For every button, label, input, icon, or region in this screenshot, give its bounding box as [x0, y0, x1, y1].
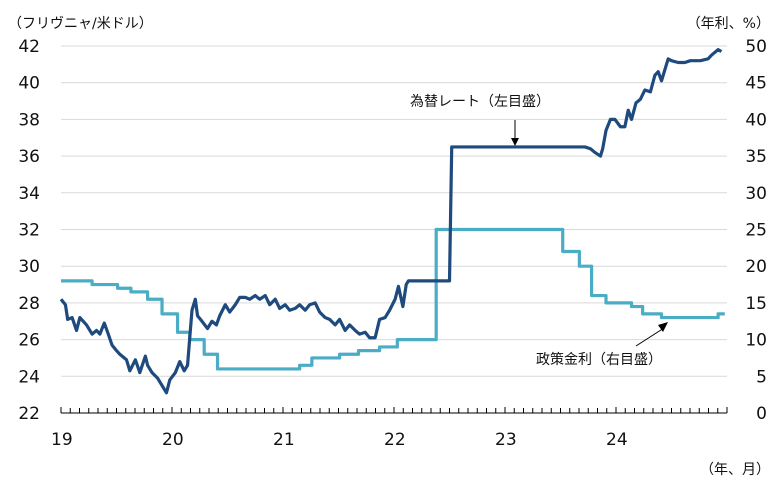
right-tick-label: 5: [756, 367, 767, 387]
left-tick-label: 36: [18, 147, 40, 167]
right-axis-ticks: 0 5 10 15 20 25 30 35 40 45 50: [745, 37, 767, 424]
right-tick-label: 25: [745, 221, 767, 241]
right-tick-label: 20: [745, 257, 767, 277]
left-axis-ticks: 22 24 26 28 30 32 34 36 38 40 42: [18, 37, 40, 424]
series-group: [59, 48, 725, 395]
right-axis-label: （年利、%）: [687, 16, 770, 32]
right-tick-label: 40: [745, 110, 767, 130]
fx-rate-line: [59, 48, 723, 395]
gridlines: [61, 45, 727, 377]
fx-annotation: 為替レート（左目盛）: [410, 94, 550, 110]
rate-annotation: 政策金利（右目盛）: [536, 351, 662, 368]
policy-rate-line: [61, 227, 725, 371]
rate-arrowhead-icon: [658, 322, 668, 332]
x-tick-label: 19: [51, 430, 73, 450]
right-tick-label: 10: [745, 331, 767, 351]
right-tick-label: 45: [745, 74, 767, 94]
rate-annotation-arrow: [635, 327, 665, 347]
left-tick-label: 32: [18, 221, 40, 241]
left-tick-label: 38: [18, 110, 40, 130]
x-axis: 19 20 21 22 23 24: [51, 407, 728, 450]
right-tick-label: 15: [745, 294, 767, 314]
left-tick-label: 42: [18, 37, 40, 57]
left-tick-label: 28: [18, 294, 40, 314]
x-tick-label: 22: [384, 430, 406, 450]
right-tick-label: 30: [745, 184, 767, 204]
left-tick-label: 22: [18, 404, 40, 424]
x-axis-label: （年、月）: [700, 462, 770, 478]
right-tick-label: 50: [745, 37, 767, 57]
x-tick-label: 20: [162, 430, 184, 450]
left-tick-label: 30: [18, 257, 40, 277]
x-tick-label: 24: [606, 430, 628, 450]
fx-arrowhead-icon: [511, 138, 519, 146]
right-tick-label: 0: [756, 404, 767, 424]
right-tick-label: 35: [745, 147, 767, 167]
left-tick-label: 24: [18, 367, 40, 387]
left-tick-label: 40: [18, 74, 40, 94]
x-tick-label: 23: [495, 430, 517, 450]
left-tick-label: 34: [18, 184, 40, 204]
left-axis-label: （フリヴニャ/米ドル）: [8, 15, 153, 32]
left-tick-label: 26: [18, 331, 40, 351]
x-tick-label: 21: [273, 430, 295, 450]
